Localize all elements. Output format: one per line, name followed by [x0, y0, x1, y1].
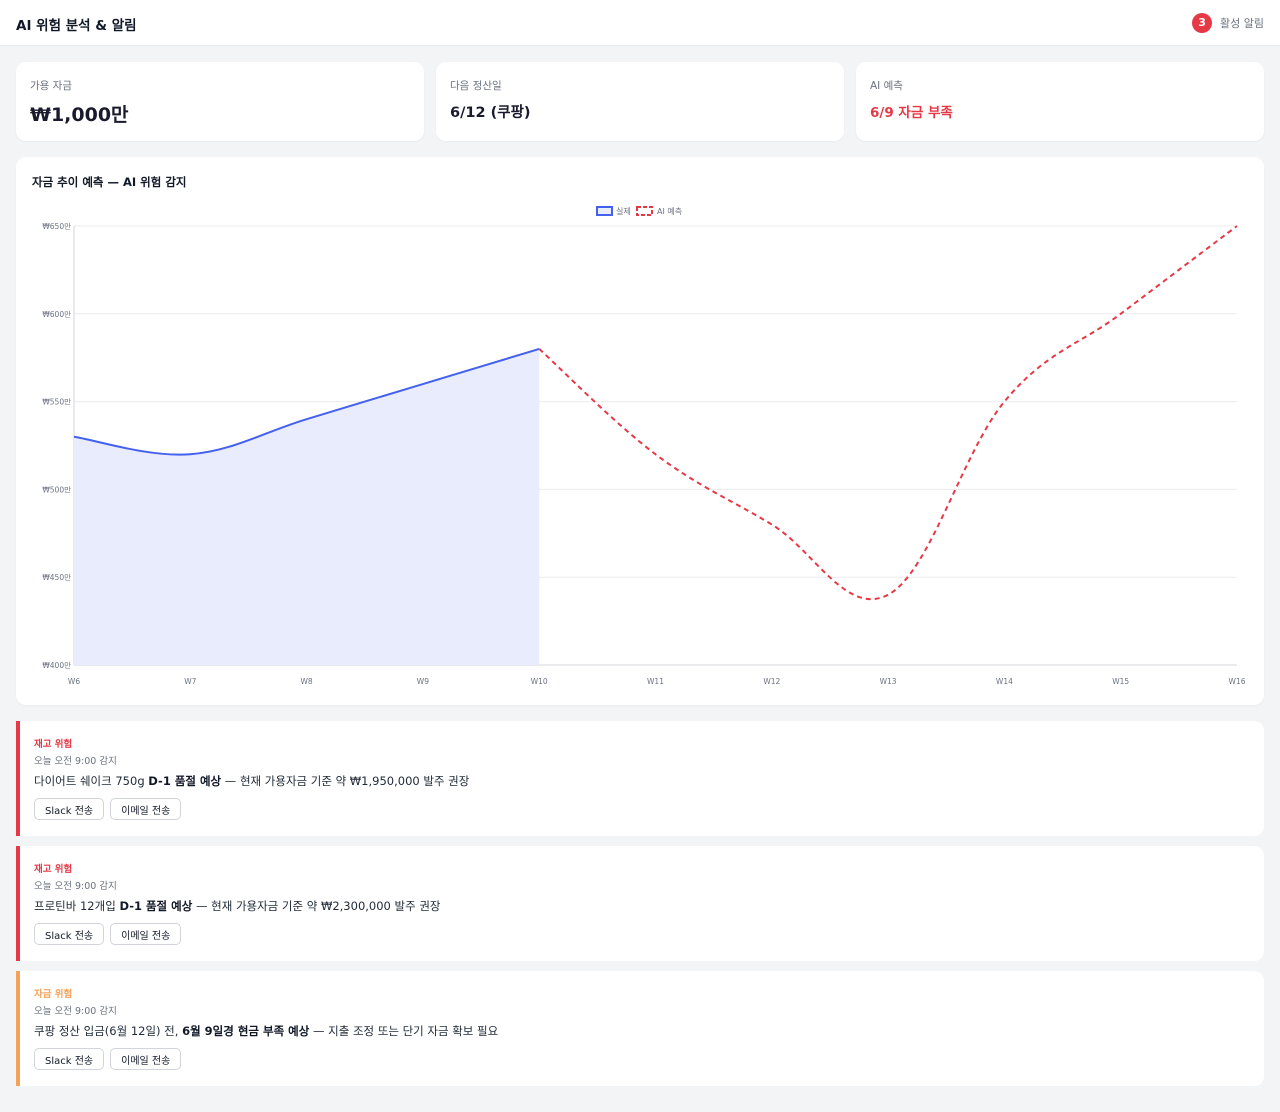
x-tick-label: W11: [647, 677, 664, 686]
active-alerts[interactable]: 3 활성 알림: [1192, 12, 1264, 33]
x-tick-label: W6: [68, 677, 80, 686]
y-tick-label: ₩450만: [42, 573, 71, 582]
stat-card-available-funds: 가용 자금 ₩1,000만: [16, 62, 424, 141]
alert-actions: Slack 전송 이메일 전송: [34, 798, 182, 820]
stat-card-ai-forecast: AI 예측 6/9 자금 부족: [856, 62, 1264, 141]
legend-label-forecast: AI 예측: [657, 206, 682, 216]
alert-message: 쿠팡 정산 입금(6월 12일) 전, 6월 9일경 현금 부족 예상 — 지출…: [34, 1024, 499, 1038]
stat-value: ₩1,000만: [30, 104, 129, 126]
stat-label: 가용 자금: [30, 80, 72, 92]
alert-card-inventory-1: 재고 위험 오늘 오전 9:00 감지 다이어트 쉐이크 750g D-1 품절…: [16, 721, 1264, 836]
stat-card-next-settlement: 다음 정산일 6/12 (쿠팡): [436, 62, 844, 141]
email-send-button[interactable]: 이메일 전송: [110, 798, 182, 820]
y-tick-label: ₩550만: [42, 398, 71, 407]
alert-time: 오늘 오전 9:00 감지: [34, 881, 117, 892]
x-tick-label: W13: [880, 677, 897, 686]
legend-swatch-forecast: [636, 206, 653, 216]
alert-count-badge[interactable]: 3: [1192, 12, 1213, 33]
y-tick-label: ₩500만: [42, 485, 71, 494]
chart-card: 자금 추이 예측 — AI 위험 감지 ₩650만 ₩600만 ₩550만 ₩500만…: [16, 157, 1264, 705]
series-area-actual: [74, 348, 540, 665]
x-tick-label: W8: [301, 677, 313, 686]
email-send-button[interactable]: 이메일 전송: [110, 923, 182, 945]
alert-card-inventory-2: 재고 위험 오늘 오전 9:00 감지 프로틴바 12개입 D-1 품절 예상 …: [16, 846, 1264, 961]
x-tick-label: W7: [184, 677, 196, 686]
page-title: AI 위험 분석 & 알림: [16, 18, 137, 34]
chart-title: 자금 추이 예측 — AI 위험 감지: [32, 175, 187, 189]
x-tick-label: W14: [996, 677, 1013, 686]
alert-card-funds: 자금 위험 오늘 오전 9:00 감지 쿠팡 정산 입금(6월 12일) 전, …: [16, 971, 1264, 1086]
alert-type: 재고 위험: [34, 864, 73, 875]
series-line-actual: [73, 347, 540, 456]
alert-type: 자금 위험: [34, 989, 73, 1000]
alert-message: 프로틴바 12개입 D-1 품절 예상 — 현재 가용자금 기준 약 ₩2,30…: [34, 899, 441, 913]
alert-time: 오늘 오전 9:00 감지: [34, 756, 117, 767]
y-tick-label: ₩400만: [42, 661, 71, 670]
x-tick-label: W16: [1229, 677, 1246, 686]
legend-label-actual: 실제: [616, 206, 631, 216]
x-tick-label: W9: [417, 677, 429, 686]
stat-label: AI 예측: [870, 80, 903, 92]
alert-message: 다이어트 쉐이크 750g D-1 품절 예상 — 현재 가용자금 기준 약 ₩…: [34, 774, 470, 788]
alert-time: 오늘 오전 9:00 감지: [34, 1006, 117, 1017]
legend-swatch-actual: [596, 206, 613, 216]
alert-actions: Slack 전송 이메일 전송: [34, 923, 182, 945]
fund-trend-chart: ₩650만 ₩600만 ₩550만 ₩500만 ₩450만 ₩400만 W6 W7 W8 W9 W1…: [42, 206, 1246, 686]
top-bar: AI 위험 분석 & 알림 3 활성 알림: [0, 0, 1280, 46]
stat-value: 6/12 (쿠팡): [450, 105, 531, 121]
stat-value: 6/9 자금 부족: [870, 105, 953, 121]
x-tick-label: W10: [531, 677, 548, 686]
active-alerts-label: 활성 알림: [1220, 16, 1264, 30]
series-line-forecast: [538, 225, 1238, 601]
x-tick-label: W12: [763, 677, 780, 686]
y-tick-label: ₩650만: [42, 222, 71, 231]
slack-send-button[interactable]: Slack 전송: [34, 798, 105, 820]
alert-type: 재고 위험: [34, 739, 73, 750]
stat-label: 다음 정산일: [450, 80, 502, 92]
slack-send-button[interactable]: Slack 전송: [34, 1048, 105, 1070]
y-tick-label: ₩600만: [42, 310, 71, 319]
email-send-button[interactable]: 이메일 전송: [110, 1048, 182, 1070]
slack-send-button[interactable]: Slack 전송: [34, 923, 105, 945]
x-tick-label: W15: [1112, 677, 1129, 686]
alert-actions: Slack 전송 이메일 전송: [34, 1048, 182, 1070]
